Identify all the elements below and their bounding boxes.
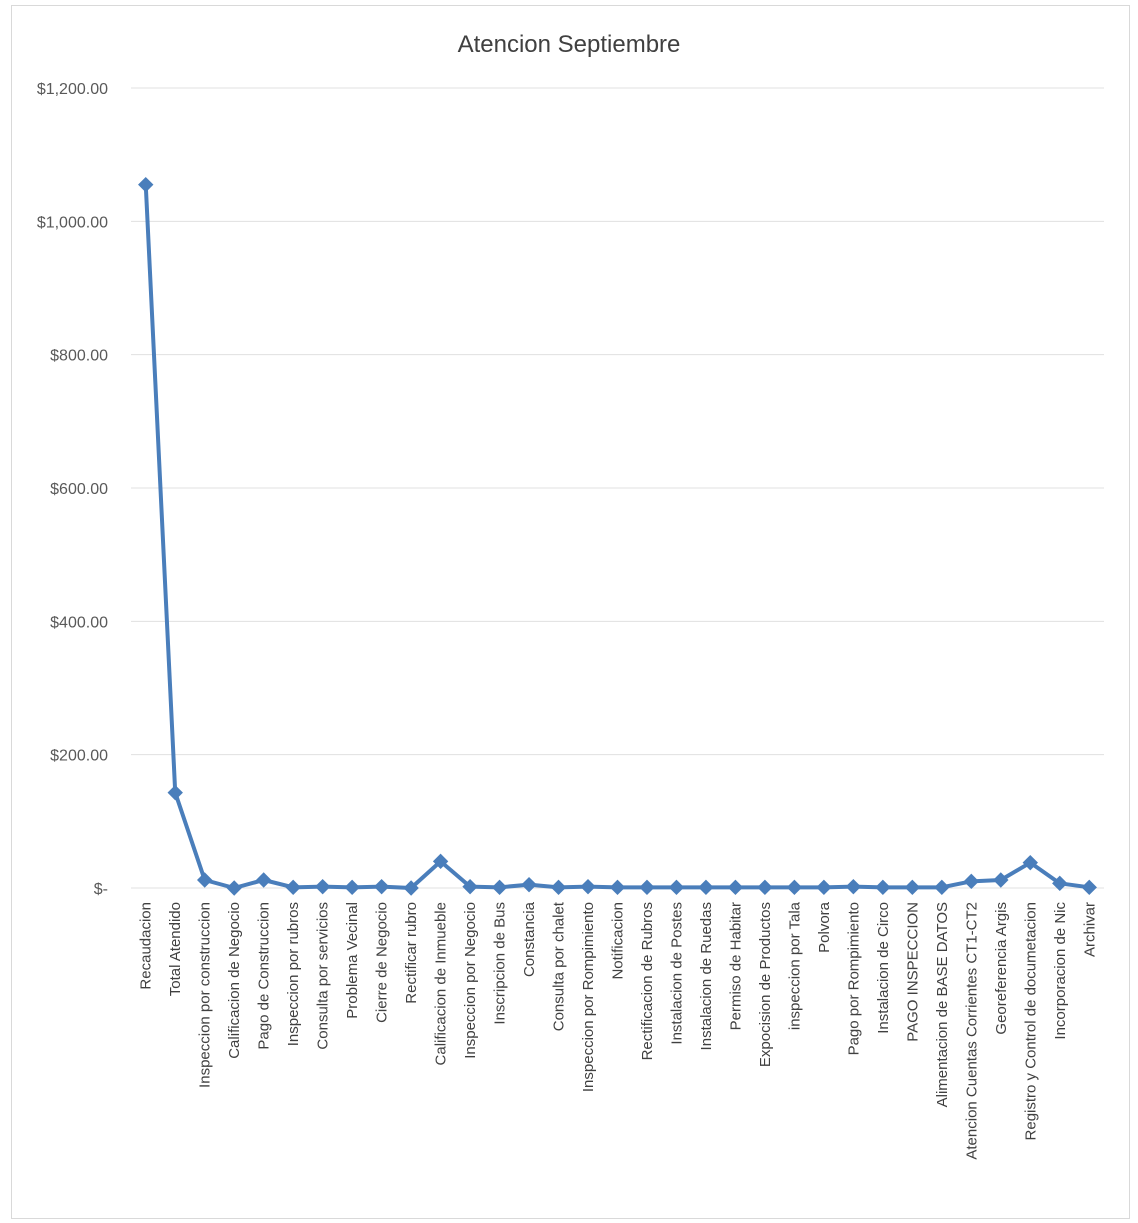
data-point-marker	[255, 872, 272, 888]
x-tick-label: inspeccion por Tala	[786, 901, 803, 1030]
data-point-marker	[521, 876, 537, 893]
y-tick-label: $400.00	[50, 614, 108, 631]
x-tick-label: Pago de Construccion	[256, 902, 273, 1050]
x-tick-label: Registro y Control de documetacion	[1022, 902, 1039, 1140]
x-tick-label: Atencion Cuentas Corrientes CT1-CT2	[963, 902, 980, 1160]
x-tick-label: Inscripcion de Bus	[492, 902, 509, 1025]
data-point-marker	[167, 784, 183, 801]
x-tick-label: Inspeccion por Negocio	[462, 902, 479, 1059]
data-point-marker	[757, 879, 773, 896]
x-tick-label: Incorporacion de Nic	[1052, 902, 1069, 1040]
data-point-marker	[1022, 854, 1038, 871]
x-tick-label: Georeferencia Argis	[993, 902, 1010, 1035]
x-tick-label: Consulta por servicios	[315, 902, 332, 1050]
y-tick-label: $200.00	[50, 748, 108, 765]
y-tick-label: $1,000.00	[37, 214, 108, 231]
y-tick-label: $600.00	[50, 481, 108, 498]
x-tick-label: Consulta por chalet	[551, 901, 568, 1031]
x-tick-label: Inspeccion por Rompimiento	[580, 902, 597, 1092]
x-tick-label: Alimentacion de BASE DATOS	[934, 902, 951, 1107]
data-point-marker	[639, 879, 655, 896]
x-tick-label: Instalacion de Circo	[875, 902, 892, 1034]
data-point-marker	[993, 872, 1009, 888]
data-point-marker	[491, 879, 508, 896]
y-axis-ticks: $- $200.00 $400.00 $600.00 $800.00 $1,000.00 $…	[37, 81, 108, 898]
x-tick-label: Rectificacion de Rubros	[639, 902, 656, 1060]
x-tick-label: Problema Vecinal	[344, 902, 361, 1019]
data-point-marker	[904, 879, 921, 896]
series-marker-layer	[138, 176, 1097, 896]
x-tick-label: Rectificar rubro	[403, 902, 420, 1004]
x-tick-label: Calificacion de Inmueble	[433, 902, 450, 1065]
data-point-marker	[285, 879, 301, 896]
x-axis-ticks: Recaudacion Total Atendido Inspeccion por …	[138, 901, 1099, 1159]
x-tick-label: Expocision de Productos	[757, 902, 774, 1067]
x-tick-label: Inspeccion por rubros	[285, 902, 302, 1046]
x-tick-label: Notificacion	[610, 902, 627, 980]
data-point-marker	[403, 880, 419, 896]
data-point-marker	[314, 878, 331, 895]
x-tick-label: Instalacion de Ruedas	[698, 902, 715, 1050]
data-point-marker	[786, 879, 803, 896]
chart-title: Atencion Septiembre	[458, 31, 681, 58]
x-tick-label: Inspeccion por construccion	[197, 902, 214, 1088]
y-tick-label: $800.00	[50, 348, 108, 365]
x-tick-label: Calificacion de Negocio	[226, 902, 243, 1059]
x-tick-label: Permiso de Habitar	[727, 902, 744, 1030]
data-point-marker	[550, 879, 567, 896]
x-tick-label: Total Atendido	[167, 902, 184, 996]
data-point-marker	[138, 176, 154, 193]
series-line	[143, 182, 1092, 890]
data-point-marker	[1052, 875, 1068, 892]
x-tick-label: Archivar	[1081, 902, 1098, 957]
x-tick-label: PAGO INSPECCION	[904, 902, 921, 1042]
data-point-marker	[373, 878, 390, 895]
data-point-marker	[934, 879, 950, 896]
data-point-marker	[462, 878, 478, 895]
data-point-marker	[727, 879, 744, 896]
data-point-marker	[668, 879, 685, 896]
data-point-marker	[875, 879, 891, 896]
data-point-marker	[698, 879, 714, 896]
data-point-marker	[845, 878, 862, 895]
data-point-marker	[344, 879, 360, 896]
data-point-marker	[816, 879, 832, 896]
x-tick-label: Cierre de Negocio	[374, 902, 391, 1023]
series-line-layer	[143, 182, 1092, 890]
x-tick-label: Polvora	[816, 901, 833, 953]
gridlines	[131, 87, 1104, 889]
y-tick-label: $-	[94, 881, 108, 898]
x-tick-label: Instalacion de Postes	[668, 902, 685, 1045]
data-point-marker	[609, 879, 626, 896]
x-tick-label: Pago por Rompimiento	[845, 902, 862, 1055]
y-tick-label: $1,200.00	[37, 81, 108, 98]
data-point-marker	[580, 878, 596, 895]
x-tick-label: Recaudacion	[138, 902, 155, 990]
data-point-marker	[432, 853, 449, 870]
data-point-marker	[963, 873, 980, 890]
data-point-marker	[197, 872, 213, 888]
data-point-marker	[1081, 879, 1097, 896]
chart-frame	[11, 5, 1130, 1219]
data-point-marker	[226, 880, 242, 896]
x-tick-label: Constancia	[521, 901, 538, 977]
